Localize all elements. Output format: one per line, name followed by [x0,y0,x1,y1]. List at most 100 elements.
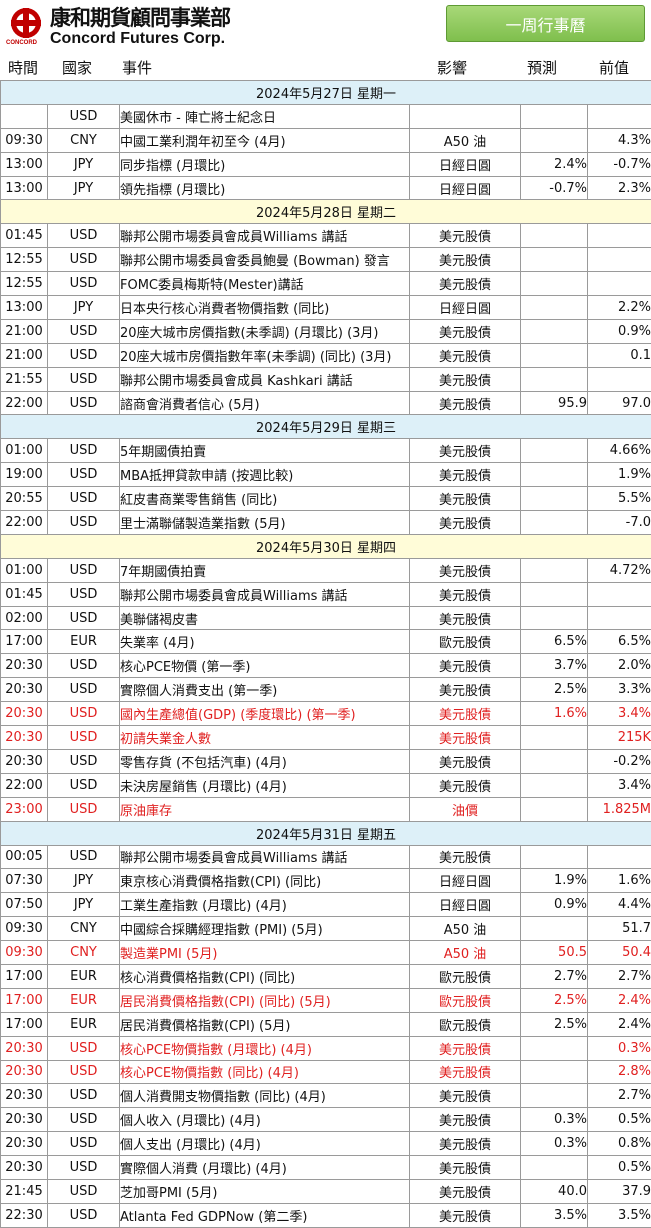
impact-cell: 美元股債 [410,511,521,535]
event-cell: 日本央行核心消費者物價指數 (同比) [120,296,410,320]
impact-cell: 美元股債 [410,654,521,678]
forecast-cell [521,845,588,869]
event-cell: 工業生產指數 (月環比) (4月) [120,893,410,917]
previous-cell: 2.7% [588,964,651,988]
country-cell: USD [48,1179,120,1203]
country-cell: USD [48,1084,120,1108]
day-header-row: 2024年5月27日 星期一 [1,81,651,105]
previous-cell: 4.66% [588,439,651,463]
country-cell: CNY [48,128,120,152]
event-cell: 諮商會消費者信心 (5月) [120,391,410,415]
time-cell: 07:50 [1,893,48,917]
previous-cell: 4.72% [588,558,651,582]
forecast-cell: 2.5% [521,678,588,702]
country-cell: USD [48,797,120,821]
previous-cell: 97.0 [588,391,651,415]
previous-cell: 1.825M [588,797,651,821]
weekly-calendar-button[interactable]: 一周行事曆 [446,5,645,42]
event-cell: 5年期國債拍賣 [120,439,410,463]
time-cell: 20:30 [1,1036,48,1060]
country-cell: USD [48,319,120,343]
impact-cell: 日經日圓 [410,869,521,893]
forecast-cell [521,606,588,630]
impact-cell: 美元股債 [410,773,521,797]
impact-cell: 美元股債 [410,726,521,750]
impact-cell: 歐元股債 [410,964,521,988]
previous-cell: 0.5% [588,1156,651,1180]
event-cell: 聯邦公開市場委員會成員Williams 講話 [120,845,410,869]
previous-cell: 2.7% [588,1084,651,1108]
previous-cell: 4.4% [588,893,651,917]
impact-cell: 美元股債 [410,367,521,391]
day-header-label: 2024年5月30日 星期四 [1,534,651,558]
time-cell: 20:30 [1,678,48,702]
country-cell: USD [48,391,120,415]
impact-cell: 日經日圓 [410,893,521,917]
impact-cell: 歐元股債 [410,630,521,654]
impact-cell: 歐元股債 [410,1012,521,1036]
impact-cell: 美元股債 [410,1060,521,1084]
previous-cell: 2.8% [588,1060,651,1084]
time-cell: 21:00 [1,319,48,343]
forecast-cell: 0.3% [521,1132,588,1156]
country-cell: CNY [48,917,120,941]
event-cell: 核心消費價格指數(CPI) (同比) [120,964,410,988]
forecast-cell: 1.9% [521,869,588,893]
country-cell: JPY [48,176,120,200]
event-cell: MBA抵押貸款申請 (按週比較) [120,463,410,487]
time-cell: 17:00 [1,630,48,654]
day-header-label: 2024年5月28日 星期二 [1,200,651,224]
time-cell: 09:30 [1,917,48,941]
previous-cell: 0.1 [588,343,651,367]
previous-cell [588,606,651,630]
country-cell: USD [48,439,120,463]
col-forecast-header: 預測 [527,57,557,78]
forecast-cell [521,487,588,511]
event-cell: 聯邦公開市場委員會成員Williams 講話 [120,582,410,606]
time-cell: 20:30 [1,1132,48,1156]
forecast-cell [521,439,588,463]
country-cell: USD [48,845,120,869]
forecast-cell [521,726,588,750]
previous-cell [588,248,651,272]
country-cell: CNY [48,941,120,965]
forecast-cell: 2.7% [521,964,588,988]
col-country-header: 國家 [62,57,92,78]
logo-english-name: Concord Futures Corp. [50,30,225,48]
impact-cell: 美元股債 [410,224,521,248]
previous-cell: 1.6% [588,869,651,893]
day-header-row: 2024年5月29日 星期三 [1,415,651,439]
time-cell: 20:30 [1,1156,48,1180]
previous-cell: -7.0 [588,511,651,535]
event-cell: 核心PCE物價 (第一季) [120,654,410,678]
previous-cell: 51.7 [588,917,651,941]
previous-cell: 2.3% [588,176,651,200]
time-cell: 13:00 [1,152,48,176]
time-cell: 20:30 [1,1084,48,1108]
country-cell: USD [48,343,120,367]
time-cell: 22:00 [1,391,48,415]
forecast-cell [521,917,588,941]
country-cell: EUR [48,988,120,1012]
forecast-cell: 0.9% [521,893,588,917]
time-cell: 20:30 [1,1060,48,1084]
event-cell: 芝加哥PMI (5月) [120,1179,410,1203]
event-cell: 居民消費價格指數(CPI) (同比) (5月) [120,988,410,1012]
event-cell: 失業率 (4月) [120,630,410,654]
country-cell: USD [48,511,120,535]
impact-cell: 美元股債 [410,1108,521,1132]
